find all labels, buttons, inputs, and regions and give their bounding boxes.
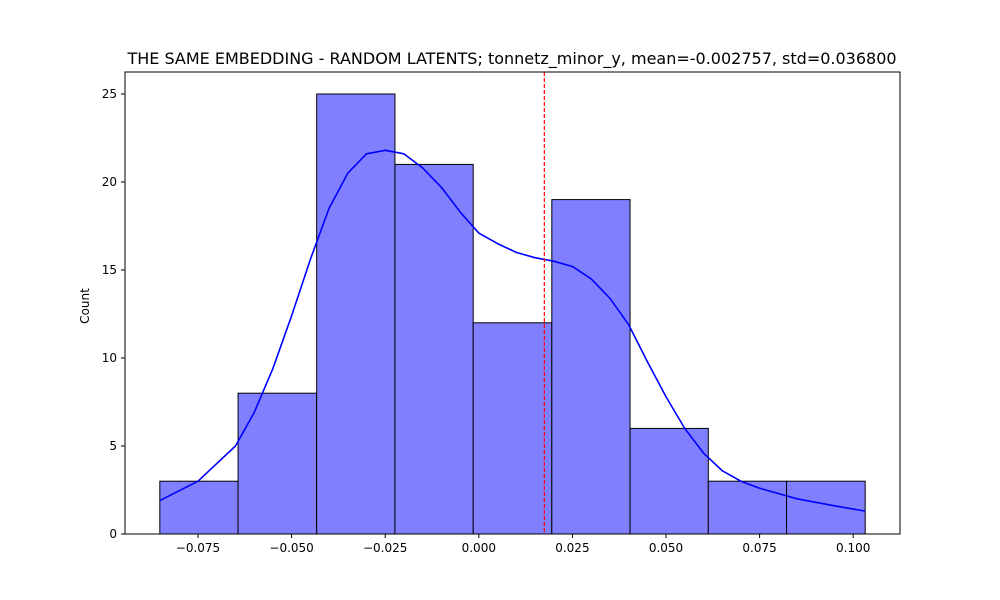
chart-title: THE SAME EMBEDDING - RANDOM LATENTS; ton… [126, 49, 896, 69]
y-tick-label: 20 [102, 175, 117, 189]
histogram-bar-8 [707, 480, 788, 535]
histogram-bar-9 [786, 480, 866, 535]
y-axis-label: Count [78, 288, 92, 324]
x-tick-label: −0.050 [269, 541, 313, 555]
x-tick-label: 0.025 [555, 541, 589, 555]
plot-area [159, 72, 866, 535]
x-tick-label: −0.075 [176, 541, 220, 555]
x-tick-label: 0.000 [462, 541, 496, 555]
plot-frame [124, 71, 901, 535]
y-tick-label: 0 [109, 527, 117, 541]
x-tick-label: −0.025 [363, 541, 407, 555]
y-tick-label: 5 [109, 439, 117, 453]
x-tick-label: 0.100 [836, 541, 870, 555]
kde-curve [159, 149, 866, 512]
y-tick-label: 15 [102, 263, 117, 277]
y-tick-label: 10 [102, 351, 117, 365]
histogram-bar-7 [629, 427, 709, 535]
histogram-bar-6 [551, 199, 631, 535]
histogram-bar-1 [159, 480, 239, 535]
y-tick-label: 25 [102, 87, 117, 101]
x-tick-label: 0.050 [649, 541, 683, 555]
histogram-bar-4 [394, 163, 474, 535]
x-tick-label: 0.075 [742, 541, 776, 555]
histogram-bar-2 [237, 392, 318, 535]
histogram-bar-3 [316, 93, 396, 535]
histogram-bar-5 [472, 322, 553, 535]
axes: −0.075 −0.050 −0.025 0.000 0.025 0.050 0.075 0.… [102, 71, 901, 555]
